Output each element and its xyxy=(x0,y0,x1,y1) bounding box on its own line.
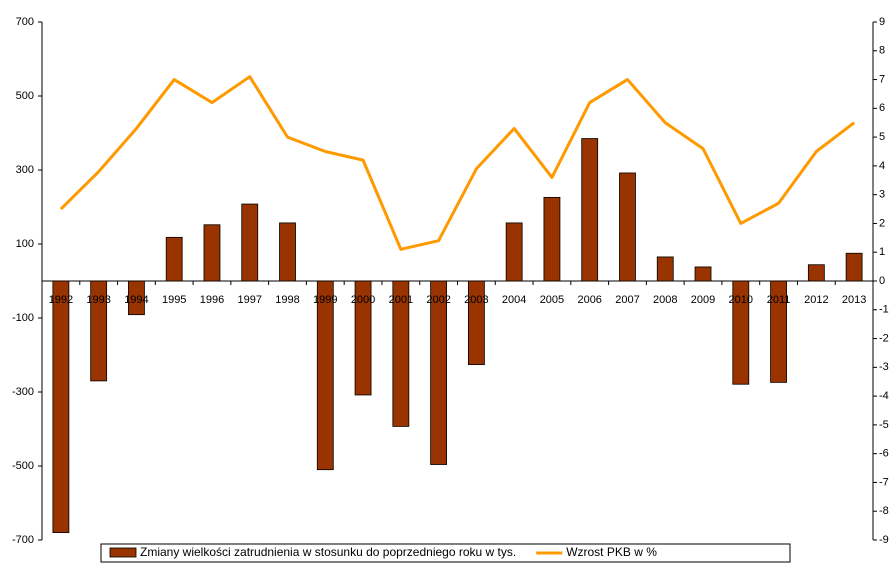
y-tick-label: 100 xyxy=(16,238,34,250)
y2-tick-label: 9 xyxy=(879,16,885,28)
bar xyxy=(619,172,636,282)
x-tick-label: 2001 xyxy=(389,294,413,306)
x-tick-label: 2010 xyxy=(729,294,753,306)
y2-tick-label: 5 xyxy=(879,131,885,143)
bar xyxy=(505,222,523,282)
y2-tick-label: -9 xyxy=(879,534,889,546)
bar xyxy=(732,280,750,385)
bar xyxy=(241,203,259,282)
y-tick-label: -300 xyxy=(12,386,34,398)
legend-box xyxy=(100,543,791,563)
bar xyxy=(543,196,561,282)
y-tick-label: -500 xyxy=(12,460,34,472)
x-tick-label: 2006 xyxy=(577,294,601,306)
y2-tick-label: 0 xyxy=(879,275,885,287)
y-tick-label: -700 xyxy=(12,534,34,546)
bar xyxy=(807,264,825,282)
x-tick-label: 1996 xyxy=(200,294,224,306)
x-tick-label: 2013 xyxy=(842,294,866,306)
bar xyxy=(279,222,296,282)
y2-tick-label: 8 xyxy=(879,45,885,57)
y2-tick-label: -8 xyxy=(879,505,889,517)
x-tick-label: 2004 xyxy=(502,294,526,306)
x-tick-label: 2012 xyxy=(804,294,828,306)
bar xyxy=(354,280,372,396)
x-tick-label: 1999 xyxy=(313,294,337,306)
bar xyxy=(656,256,674,282)
x-tick-label: 1995 xyxy=(162,294,186,306)
bar xyxy=(845,252,863,282)
x-tick-label: 2009 xyxy=(691,294,715,306)
bar xyxy=(581,138,599,282)
x-tick-label: 2000 xyxy=(351,294,375,306)
legend-label: Zmiany wielkości zatrudnienia w stosunku… xyxy=(140,545,516,559)
y-tick-label: 500 xyxy=(16,90,34,102)
y-tick-label: 700 xyxy=(16,16,34,28)
x-tick-label: 1997 xyxy=(238,294,262,306)
y2-tick-label: -1 xyxy=(879,304,889,316)
line xyxy=(59,75,856,251)
y-tick-label: 300 xyxy=(16,164,34,176)
y2-tick-label: -5 xyxy=(879,419,889,431)
y2-tick-label: 6 xyxy=(879,102,885,114)
bar xyxy=(770,280,787,383)
bar xyxy=(694,266,712,282)
bar xyxy=(467,280,485,366)
x-tick-label: 1993 xyxy=(86,294,110,306)
y2-tick-label: -7 xyxy=(879,476,889,488)
y2-tick-label: -6 xyxy=(879,448,889,460)
x-tick-label: 2003 xyxy=(464,294,488,306)
y2-tick-label: 3 xyxy=(879,189,885,201)
x-tick-label: 1992 xyxy=(49,294,73,306)
y2-tick-label: 1 xyxy=(879,246,885,258)
legend-label: Wzrost PKB w % xyxy=(566,545,657,559)
x-tick-label: 2011 xyxy=(767,294,791,306)
bar xyxy=(392,280,410,427)
y2-tick-label: 4 xyxy=(879,160,885,172)
x-tick-label: 1998 xyxy=(275,294,299,306)
bar xyxy=(165,236,183,282)
y2-tick-label: -3 xyxy=(879,361,889,373)
legend-swatch xyxy=(109,547,137,558)
x-tick-label: 1994 xyxy=(124,294,148,306)
y2-tick-label: 7 xyxy=(879,73,885,85)
x-tick-label: 2002 xyxy=(426,294,450,306)
bar xyxy=(128,280,145,316)
x-tick-label: 2005 xyxy=(540,294,564,306)
y2-tick-label: -4 xyxy=(879,390,889,402)
y-tick-label: -100 xyxy=(12,312,34,324)
bar xyxy=(90,280,108,382)
bar xyxy=(430,280,448,465)
bar xyxy=(203,224,221,282)
x-tick-label: 2008 xyxy=(653,294,677,306)
bar xyxy=(316,280,334,471)
bar xyxy=(52,280,70,534)
x-tick-label: 2007 xyxy=(615,294,639,306)
y2-tick-label: -2 xyxy=(879,332,889,344)
y2-tick-label: 2 xyxy=(879,217,885,229)
